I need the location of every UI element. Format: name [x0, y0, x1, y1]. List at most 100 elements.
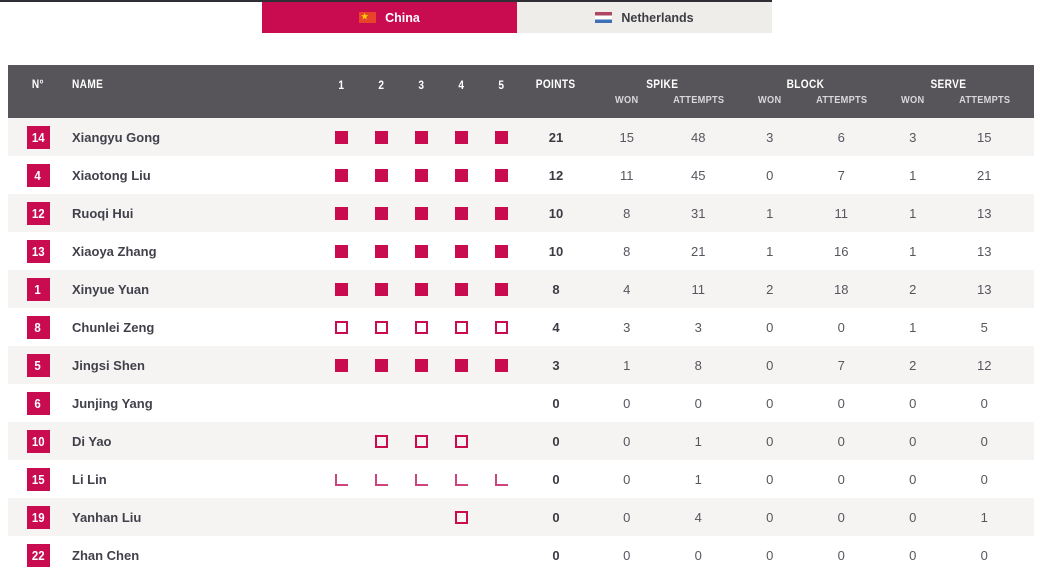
- player-number-cell: 15: [8, 467, 68, 491]
- cell-spike-attempts: 21: [691, 243, 706, 259]
- header-serve-won: WON: [901, 94, 925, 106]
- header-serve-attempts: ATTEMPTS: [958, 94, 1010, 106]
- set-cell: [401, 434, 441, 448]
- cell-points: 0: [552, 395, 560, 411]
- table-row: 5 Jingsi Shen 3 1 8 0 7 2 12: [8, 346, 1034, 384]
- set-cell: [481, 472, 521, 486]
- set-marker-full: [454, 206, 468, 220]
- header-set-4: 4: [458, 80, 464, 92]
- set-marker-full: [414, 168, 428, 182]
- cell-spike-won: 0: [623, 547, 631, 563]
- set-cell: [441, 472, 481, 486]
- cell-spike-won: 11: [620, 167, 634, 183]
- cell-block-won: 3: [766, 129, 774, 145]
- player-name: Di Yao: [72, 433, 112, 449]
- header-number: N°: [31, 79, 45, 91]
- cell-serve-attempts: 13: [977, 281, 992, 297]
- set-marker-hollow: [414, 434, 428, 448]
- set-marker-full: [494, 282, 508, 296]
- set-marker-full: [494, 206, 508, 220]
- player-number-cell: 19: [8, 505, 68, 529]
- tab-china-label: China: [385, 10, 420, 25]
- set-marker-libero: [374, 474, 388, 486]
- set-cell: [361, 358, 401, 372]
- table-row: 6 Junjing Yang 0 0 0 0 0 0 0: [8, 384, 1034, 422]
- set-marker-full: [414, 282, 428, 296]
- set-marker-libero: [494, 474, 508, 486]
- set-cell: [361, 320, 401, 334]
- table-row: 4 Xiaotong Liu 12 11 45 0 7 1 21: [8, 156, 1034, 194]
- set-marker-hollow: [374, 434, 388, 448]
- cell-points: 12: [548, 167, 564, 183]
- header-group-spike: SPIKE WON ATTEMPTS: [591, 78, 734, 106]
- cell-block-attempts: 0: [837, 319, 845, 335]
- table-row: 12 Ruoqi Hui 10 8 31 1 11 1 13: [8, 194, 1034, 232]
- player-name: Xiangyu Gong: [72, 129, 161, 145]
- set-cell: [321, 130, 361, 144]
- cell-block-won: 0: [766, 509, 774, 525]
- header-group-block: BLOCK WON ATTEMPTS: [734, 78, 877, 106]
- set-cell: [361, 130, 401, 144]
- set-marker-full: [454, 168, 468, 182]
- cell-spike-attempts: 31: [691, 205, 706, 221]
- cell-block-attempts: 16: [834, 243, 849, 259]
- player-number-badge: 15: [26, 467, 50, 491]
- cell-serve-won: 1: [909, 205, 917, 221]
- set-cell: [481, 168, 521, 182]
- set-cell: [401, 244, 441, 258]
- cell-block-attempts: 0: [837, 395, 845, 411]
- set-cell: [361, 168, 401, 182]
- cell-serve-won: 0: [909, 509, 917, 525]
- set-cell: [441, 130, 481, 144]
- player-number-badge: 8: [26, 315, 50, 339]
- cell-spike-won: 0: [623, 509, 631, 525]
- set-cell: [401, 320, 441, 334]
- player-number-cell: 1: [8, 277, 68, 301]
- player-number-badge: 6: [26, 391, 50, 415]
- set-marker-full: [374, 282, 388, 296]
- player-number-badge: 10: [26, 429, 50, 453]
- set-marker-full: [494, 244, 508, 258]
- cell-points: 4: [552, 319, 560, 335]
- cell-block-won: 1: [766, 205, 774, 221]
- cell-spike-attempts: 0: [694, 547, 702, 563]
- cell-block-won: 0: [766, 319, 774, 335]
- header-group-serve: SERVE WON ATTEMPTS: [877, 78, 1020, 106]
- cell-serve-won: 0: [909, 433, 917, 449]
- set-cell: [441, 320, 481, 334]
- set-cell: [441, 434, 481, 448]
- set-cell: [321, 206, 361, 220]
- set-marker-full: [374, 130, 388, 144]
- cell-points: 21: [548, 129, 564, 145]
- cell-serve-attempts: 1: [980, 509, 988, 525]
- set-cell: [361, 206, 401, 220]
- netherlands-flag-icon: [595, 12, 613, 23]
- cell-block-attempts: 7: [837, 167, 845, 183]
- tab-netherlands[interactable]: Netherlands: [517, 2, 772, 33]
- set-cell: [441, 168, 481, 182]
- set-marker-hollow: [454, 434, 468, 448]
- header-name: NAME: [72, 79, 104, 91]
- cell-serve-attempts: 13: [977, 243, 992, 259]
- header-spike-won: WON: [615, 94, 639, 106]
- player-number-cell: 10: [8, 429, 68, 453]
- set-marker-libero: [454, 474, 468, 486]
- header-block-attempts: ATTEMPTS: [815, 94, 867, 106]
- set-marker-hollow: [454, 510, 468, 524]
- table-row: 19 Yanhan Liu 0 0 4 0 0 0 1: [8, 498, 1034, 536]
- cell-points: 0: [552, 547, 560, 563]
- cell-spike-attempts: 11: [691, 281, 706, 297]
- table-row: 13 Xiaoya Zhang 10 8 21 1 16 1 13: [8, 232, 1034, 270]
- cell-spike-attempts: 0: [694, 395, 702, 411]
- player-name: Yanhan Liu: [72, 509, 142, 525]
- player-name: Junjing Yang: [72, 395, 153, 411]
- tab-china[interactable]: ★ China: [262, 2, 517, 33]
- cell-block-won: 1: [766, 243, 774, 259]
- header-set-5: 5: [498, 80, 504, 92]
- set-cell: [361, 472, 401, 486]
- set-cell: [321, 472, 361, 486]
- cell-serve-attempts: 12: [977, 357, 992, 373]
- table-row: 1 Xinyue Yuan 8 4 11 2 18 2 13: [8, 270, 1034, 308]
- set-marker-full: [454, 130, 468, 144]
- cell-serve-won: 0: [909, 471, 917, 487]
